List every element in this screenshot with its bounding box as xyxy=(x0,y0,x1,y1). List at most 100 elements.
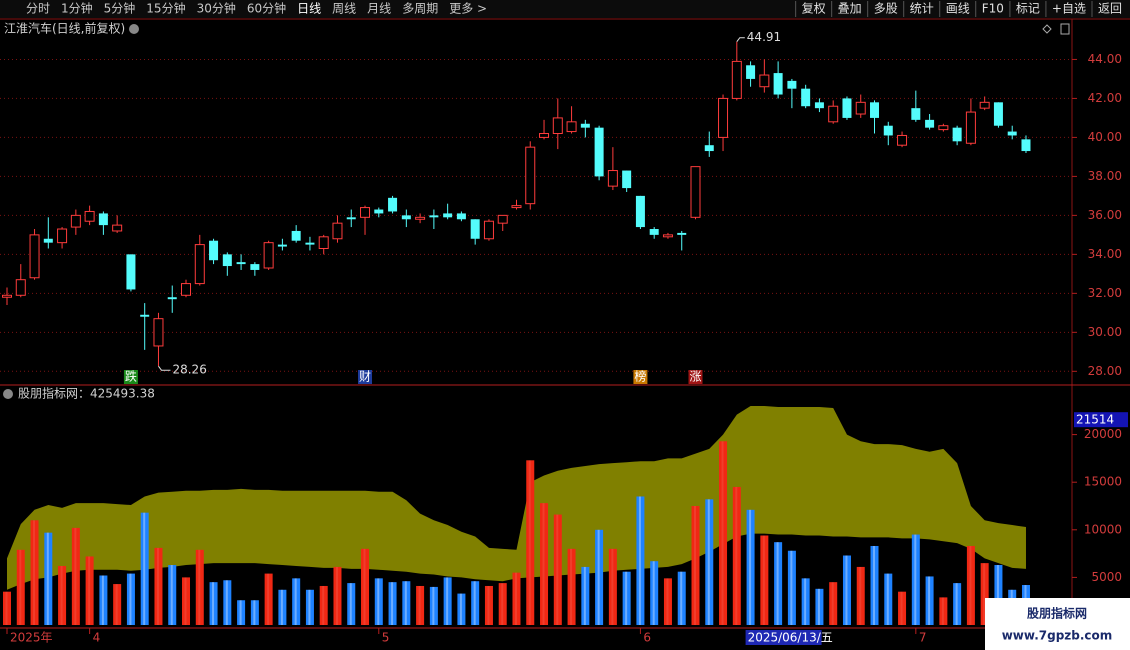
volume-bar xyxy=(457,593,466,625)
volume-bar-shine xyxy=(583,566,586,625)
volume-bar xyxy=(966,545,975,625)
volume-bar-shine xyxy=(280,589,283,625)
volume-bar-shine xyxy=(88,556,91,625)
cursor-date: 2025/06/13/五 xyxy=(748,631,833,645)
min-label: 28.26 xyxy=(172,363,206,377)
volume-bar xyxy=(361,548,370,625)
toolbar-tab[interactable]: 月线 xyxy=(367,2,391,16)
toolbar-tab[interactable]: 更多 > xyxy=(449,2,487,16)
toolbar-button[interactable]: 多股 xyxy=(874,2,898,16)
volume-bar-shine xyxy=(762,535,765,625)
toolbar-tab[interactable]: 1分钟 xyxy=(61,1,93,16)
volume-bar-shine xyxy=(363,548,366,625)
toolbar-button[interactable]: 标记 xyxy=(1016,2,1040,16)
volume-bar-shine xyxy=(749,509,752,625)
volume-bar xyxy=(732,486,741,625)
candle-body xyxy=(552,117,563,135)
volume-bar-shine xyxy=(804,578,807,625)
volume-bar-shine xyxy=(5,591,8,625)
volume-bar xyxy=(980,563,989,625)
candle-body xyxy=(677,232,687,235)
volume-bar xyxy=(71,527,80,625)
candle-body xyxy=(870,102,880,118)
toolbar-button[interactable]: +自选 xyxy=(1052,2,1086,16)
candle-body xyxy=(360,207,371,218)
candle-body xyxy=(332,222,343,240)
volume-bar xyxy=(939,597,948,625)
candle-body xyxy=(594,127,604,177)
volume-bar-shine xyxy=(143,512,146,625)
event-marker: 涨 xyxy=(689,369,701,384)
volume-bar-shine xyxy=(19,549,22,625)
candle-body xyxy=(539,133,550,138)
toolbar-button[interactable]: 复权 xyxy=(802,2,826,16)
candle-body xyxy=(277,244,287,247)
toolbar-tab[interactable]: 周线 xyxy=(332,2,356,16)
candle-body xyxy=(622,170,632,189)
volume-bar xyxy=(374,578,383,625)
y-tick-label: 15000 xyxy=(1084,475,1122,489)
volume-bar-shine xyxy=(446,577,449,625)
volume-bar xyxy=(581,566,590,625)
volume-bar-shine xyxy=(170,565,173,625)
y-tick-label: 44.00 xyxy=(1088,52,1122,66)
volume-bar xyxy=(677,571,686,625)
icon-diamond[interactable] xyxy=(1042,24,1052,34)
volume-bar xyxy=(3,591,11,625)
chart-title: 江淮汽车(日线,前复权) xyxy=(4,21,125,36)
candle-body xyxy=(194,244,205,285)
min-pointer xyxy=(158,365,171,371)
volume-bar-shine xyxy=(570,548,573,625)
volume-bar xyxy=(953,583,962,625)
candle-body xyxy=(649,229,659,235)
toolbar-tab[interactable]: 日线 xyxy=(297,2,321,16)
icon-window[interactable] xyxy=(1060,23,1070,35)
volume-bar xyxy=(994,565,1003,625)
y-tick-label: 38.00 xyxy=(1088,169,1122,183)
volume-bar xyxy=(250,600,259,625)
volume-bar xyxy=(292,578,301,625)
candle-body xyxy=(842,98,852,118)
volume-bar xyxy=(305,589,314,625)
volume-bar xyxy=(567,548,576,625)
event-marker-bg xyxy=(358,370,373,384)
toolbar-tab[interactable]: 多周期 xyxy=(402,2,438,16)
volume-bar xyxy=(787,550,796,625)
volume-bar-shine xyxy=(487,585,490,625)
candle-body xyxy=(43,238,53,243)
toolbar-button[interactable]: 画线 xyxy=(946,2,970,16)
volume-bar-shine xyxy=(267,573,270,625)
volume-bar-shine xyxy=(900,591,903,625)
toolbar-button[interactable]: 叠加 xyxy=(838,2,862,16)
toolbar-button[interactable]: 返回 xyxy=(1098,2,1122,16)
volume-bar-shine xyxy=(294,578,297,625)
toolbar-tab[interactable]: 15分钟 xyxy=(146,1,185,16)
volume-bar-shine xyxy=(817,588,820,625)
candle-body xyxy=(167,297,177,300)
toolbar-tab[interactable]: 分时 xyxy=(26,2,50,16)
candle-body xyxy=(580,123,590,128)
y-tick-label: 28.00 xyxy=(1088,364,1122,378)
y-tick-label: 42.00 xyxy=(1088,91,1122,105)
candle-body xyxy=(828,105,839,123)
y-tick-label: 5000 xyxy=(1091,570,1122,584)
volume-bar-shine xyxy=(831,582,834,625)
x-tick-label: 4 xyxy=(93,631,101,645)
volume-bar-shine xyxy=(528,460,531,625)
volume-bar xyxy=(429,586,438,625)
volume-bar xyxy=(278,589,287,625)
toolbar-button[interactable]: 统计 xyxy=(910,2,934,16)
toolbar-tab[interactable]: 60分钟 xyxy=(247,1,286,16)
candle-body xyxy=(2,294,12,298)
volume-bar xyxy=(388,582,397,625)
toolbar-tab[interactable]: 5分钟 xyxy=(104,1,136,16)
toolbar-tab[interactable]: 30分钟 xyxy=(197,1,236,16)
candle-body xyxy=(209,240,219,261)
volume-bar-shine xyxy=(873,545,876,625)
y-tick-label: 30.00 xyxy=(1088,325,1122,339)
volume-bar xyxy=(650,561,659,625)
event-marker: 财 xyxy=(359,370,371,384)
toolbar-button[interactable]: F10 xyxy=(982,2,1004,16)
candle-body xyxy=(153,318,164,347)
candle-body xyxy=(70,214,81,228)
